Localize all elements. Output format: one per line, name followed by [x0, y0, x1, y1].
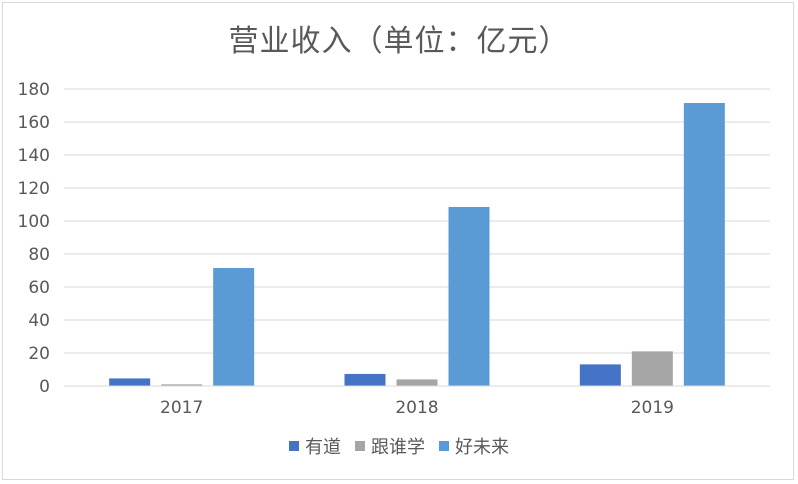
legend-item: 好未来 — [439, 433, 509, 459]
bar — [631, 351, 673, 386]
legend: 有道 跟谁学 好未来 — [0, 433, 798, 459]
bar — [448, 206, 490, 386]
y-tick-label: 20 — [28, 344, 50, 364]
legend-label: 好未来 — [455, 437, 509, 458]
y-tick-label: 40 — [28, 311, 50, 331]
x-axis-ticks: 2017 2018 2019 — [160, 398, 674, 418]
gridlines — [64, 88, 770, 354]
bar — [109, 378, 151, 386]
bar — [213, 268, 255, 386]
y-tick-label: 160 — [18, 113, 50, 133]
legend-swatch — [289, 441, 299, 451]
x-tick-label: 2017 — [160, 398, 203, 418]
legend-item: 跟谁学 — [355, 433, 425, 459]
y-tick-label: 60 — [28, 278, 50, 298]
bar — [579, 364, 621, 386]
bars — [109, 103, 725, 387]
legend-item: 有道 — [289, 433, 341, 459]
x-tick-label: 2019 — [631, 398, 674, 418]
y-tick-label: 100 — [18, 212, 50, 232]
bar — [161, 384, 203, 386]
y-axis-ticks: 0 20 40 60 80 100 120 140 160 180 — [18, 80, 50, 397]
legend-swatch — [355, 441, 365, 451]
y-tick-label: 180 — [18, 80, 50, 100]
x-tick-label: 2018 — [395, 398, 438, 418]
bar — [396, 379, 438, 386]
legend-label: 有道 — [305, 437, 341, 458]
y-tick-label: 140 — [18, 146, 50, 166]
chart-title: 营业收入（单位：亿元） — [228, 24, 570, 59]
bar — [683, 103, 725, 387]
legend-label: 跟谁学 — [371, 437, 425, 458]
y-tick-label: 120 — [18, 179, 50, 199]
y-tick-label: 80 — [28, 245, 50, 265]
legend-swatch — [439, 441, 449, 451]
bar — [344, 373, 386, 386]
y-tick-label: 0 — [39, 377, 50, 397]
